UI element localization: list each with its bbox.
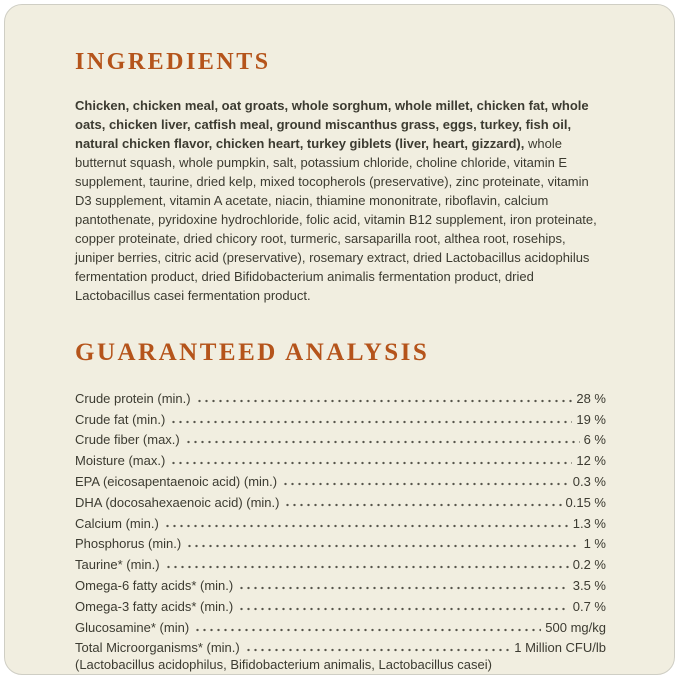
ingredients-paragraph: Chicken, chicken meal, oat groats, whole… — [75, 96, 606, 305]
analysis-row: Omega-6 fatty acids* (min.) 3.5 % — [75, 572, 606, 593]
analysis-row: Crude protein (min.) 28 % — [75, 385, 606, 406]
dot-leader — [195, 391, 573, 406]
dot-leader — [170, 412, 573, 427]
dot-leader — [238, 578, 569, 593]
analysis-row: Omega-3 fatty acids* (min.) 0.7 % — [75, 593, 606, 614]
analysis-row-label: Omega-3 fatty acids* (min.) — [75, 598, 234, 614]
dot-leader — [186, 537, 580, 552]
dot-leader — [194, 620, 542, 635]
analysis-row-value: 0.3 % — [572, 473, 606, 489]
dot-leader — [244, 641, 511, 656]
dot-leader — [184, 433, 580, 448]
analysis-table: Crude protein (min.) 28 % Crude fat (min.)… — [75, 385, 606, 656]
analysis-row: Moisture (max.) 12 % — [75, 447, 606, 469]
analysis-row-label: Crude fat (min.) — [75, 411, 166, 427]
analysis-row: Taurine* (min.) 0.2 % — [75, 551, 606, 573]
analysis-row-label: Phosphorus (min.) — [75, 536, 182, 552]
analysis-row: Glucosamine* (min) 500 mg/kg — [75, 614, 606, 635]
analysis-row-value: 500 mg/kg — [545, 619, 606, 635]
ingredients-secondary-text: whole butternut squash, whole pumpkin, s… — [75, 136, 597, 303]
analysis-row: Total Microorganisms* (min.) 1 Million CF… — [75, 635, 606, 656]
dot-leader — [163, 516, 569, 531]
analysis-row-label: Crude protein (min.) — [75, 390, 191, 406]
microorganisms-note: (Lactobacillus acidophilus, Bifidobacter… — [75, 657, 492, 673]
analysis-row-value: 19 % — [576, 411, 606, 427]
dot-leader — [164, 558, 569, 573]
ingredients-title: INGREDIENTS — [75, 49, 271, 75]
analysis-row-label: Omega-6 fatty acids* (min.) — [75, 577, 234, 593]
analysis-row: DHA (docosahexaenoic acid) (min.) 0.15 % — [75, 489, 606, 510]
label-page: INGREDIENTS Chicken, chicken meal, oat g… — [4, 4, 675, 675]
analysis-row-value: 28 % — [576, 390, 606, 406]
analysis-row-label: Taurine* (min.) — [75, 557, 160, 573]
analysis-row-label: DHA (docosahexaenoic acid) (min.) — [75, 494, 280, 510]
ingredients-primary-text: Chicken, chicken meal, oat groats, whole… — [75, 98, 589, 151]
analysis-row: EPA (eicosapentaenoic acid) (min.) 0.3 % — [75, 468, 606, 489]
analysis-row-value: 1 % — [583, 536, 606, 552]
analysis-row-label: Total Microorganisms* (min.) — [75, 640, 240, 656]
analysis-row-label: Calcium (min.) — [75, 515, 159, 531]
analysis-row: Phosphorus (min.) 1 % — [75, 531, 606, 552]
dot-leader — [238, 599, 569, 614]
dot-leader — [170, 454, 573, 469]
analysis-row-value: 3.5 % — [572, 577, 606, 593]
dot-leader — [282, 474, 569, 489]
analysis-row-label: Moisture (max.) — [75, 453, 166, 469]
analysis-row: Crude fat (min.) 19 % — [75, 406, 606, 427]
analysis-row-value: 6 % — [583, 432, 606, 448]
analysis-row-value: 0.2 % — [572, 557, 606, 573]
dot-leader — [284, 495, 562, 510]
analysis-row-value: 1.3 % — [572, 515, 606, 531]
analysis-row-value: 0.15 % — [565, 494, 606, 510]
analysis-row-label: EPA (eicosapentaenoic acid) (min.) — [75, 473, 278, 489]
analysis-row-value: 0.7 % — [572, 598, 606, 614]
analysis-row-label: Crude fiber (max.) — [75, 432, 180, 448]
analysis-row: Calcium (min.) 1.3 % — [75, 510, 606, 531]
analysis-row-label: Glucosamine* (min) — [75, 619, 190, 635]
analysis-row-value: 1 Million CFU/lb — [514, 640, 606, 656]
guaranteed-analysis-title: GUARANTEED ANALYSIS — [75, 339, 430, 366]
analysis-row: Crude fiber (max.) 6 % — [75, 427, 606, 448]
analysis-row-value: 12 % — [576, 453, 606, 469]
